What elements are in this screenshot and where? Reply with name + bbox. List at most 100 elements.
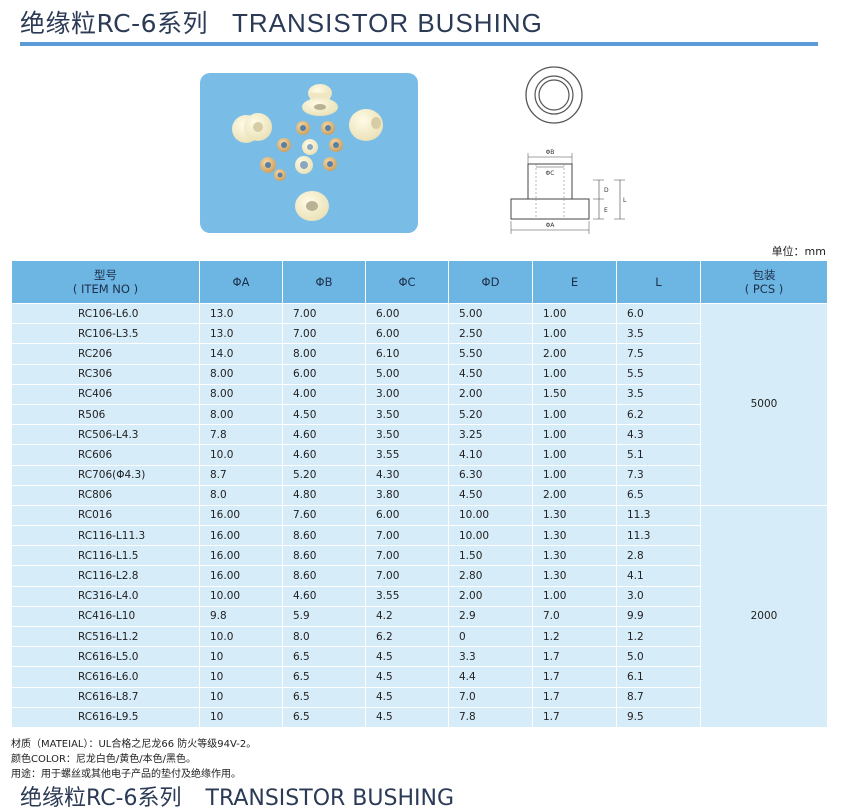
cell-value: 4.60 — [282, 424, 366, 446]
cell-value: 7.00 — [365, 525, 449, 547]
cell-value: 5.20 — [448, 403, 533, 426]
cell-value: 16.00 — [199, 565, 283, 587]
cell-value: 9.5 — [616, 706, 701, 728]
cell-value: 4.50 — [448, 484, 533, 506]
cell-value: 2.50 — [448, 323, 533, 345]
table-row: RC616-L6.0 10 6.5 4.5 4.4 1.7 6.1 — [11, 666, 828, 688]
table-row: RC606 10.0 4.60 3.55 4.10 1.00 5.1 — [11, 444, 828, 466]
header-phi-a: ΦA — [199, 260, 283, 304]
cell-value: 3.00 — [365, 383, 449, 405]
label-e: E — [604, 207, 608, 214]
cell-value: 4.60 — [282, 444, 366, 466]
cell-item-no: RC616-L8.7 — [11, 686, 200, 708]
cell-value: 4.10 — [448, 444, 533, 466]
cell-value: 1.7 — [532, 646, 617, 668]
label-l: L — [623, 197, 627, 204]
cell-value: 10.0 — [199, 625, 283, 648]
label-phi-b: ΦB — [546, 149, 555, 156]
cell-value: 1.7 — [532, 666, 617, 688]
cell-value: 1.30 — [532, 504, 617, 527]
cell-item-no: RC516-L1.2 — [11, 625, 200, 648]
cell-value: 3.0 — [616, 585, 701, 607]
cell-value: 8.0 — [282, 625, 366, 648]
note-color: 颜色COLOR：尼龙白色/黄色/本色/黑色。 — [11, 754, 196, 765]
cell-value: 4.5 — [365, 646, 449, 668]
table-row: RC616-L8.7 10 6.5 4.5 7.0 1.7 8.7 — [11, 686, 828, 708]
cell-value: 7.60 — [282, 504, 366, 527]
cell-value: 7.8 — [448, 706, 533, 728]
cell-value: 16.00 — [199, 545, 283, 567]
cell-value: 7.5 — [616, 343, 701, 365]
cell-value: 7.3 — [616, 464, 701, 486]
cell-value: 6.5 — [282, 686, 366, 708]
cell-value: 1.00 — [532, 302, 617, 325]
table-row: RC116-L11.3 16.00 8.60 7.00 10.00 1.30 11.3 — [11, 525, 828, 547]
cell-value: 6.00 — [282, 363, 366, 385]
cell-value: 8.7 — [616, 686, 701, 708]
table-row: RC306 8.00 6.00 5.00 4.50 1.00 5.5 — [11, 363, 828, 385]
cell-value: 10 — [199, 706, 283, 728]
cell-value: 3.55 — [365, 444, 449, 466]
cell-value: 6.5 — [616, 484, 701, 506]
cell-value: 4.5 — [365, 666, 449, 688]
cell-value: 13.0 — [199, 323, 283, 345]
table-row: RC016 16.00 7.60 6.00 10.00 1.30 11.3 2000 — [11, 504, 828, 728]
cell-value: 4.50 — [282, 403, 366, 426]
cell-value: 1.30 — [532, 565, 617, 587]
cell-value: 7.00 — [282, 302, 366, 325]
table-row: RC616-L5.0 10 6.5 4.5 3.3 1.7 5.0 — [11, 646, 828, 668]
cell-value: 8.60 — [282, 565, 366, 587]
cell-value: 1.00 — [532, 444, 617, 466]
bushing-dimension-drawing: ΦB ΦC ΦA D E L — [510, 66, 627, 234]
cell-value: 8.00 — [199, 363, 283, 385]
cell-value: 0 — [448, 625, 533, 648]
cell-value: 1.30 — [532, 545, 617, 567]
cell-item-no: RC606 — [11, 444, 200, 466]
cell-value: 6.00 — [365, 504, 449, 527]
label-phi-a: ΦA — [546, 222, 556, 229]
cell-value: 10.0 — [199, 444, 283, 466]
cell-value: 7.0 — [532, 605, 617, 628]
cell-item-no: RC616-L6.0 — [11, 666, 200, 688]
header-phi-c: ΦC — [365, 260, 449, 304]
cell-value: 5.20 — [282, 464, 366, 486]
cell-value: 8.00 — [199, 403, 283, 426]
cell-value: 11.3 — [616, 504, 701, 527]
header-item-no: 型号( ITEM NO ) — [11, 260, 200, 304]
cell-value: 8.7 — [199, 464, 283, 486]
cell-value: 8.0 — [199, 484, 283, 506]
cell-item-no: RC406 — [11, 383, 200, 405]
cell-value: 3.5 — [616, 383, 701, 405]
header-phi-b: ΦB — [282, 260, 366, 304]
cell-value: 5.00 — [365, 363, 449, 385]
cell-value: 1.00 — [532, 323, 617, 345]
cell-value: 2.8 — [616, 545, 701, 567]
header-phi-d: ΦD — [448, 260, 533, 304]
cell-value: 6.30 — [448, 464, 533, 486]
cell-value: 4.00 — [282, 383, 366, 405]
cell-value: 2.00 — [448, 383, 533, 405]
cell-value: 8.60 — [282, 545, 366, 567]
cell-value: 1.30 — [532, 525, 617, 547]
cell-item-no: RC116-L1.5 — [11, 545, 200, 567]
cell-value: 1.7 — [532, 706, 617, 728]
table-row: RC416-L10 9.8 5.9 4.2 2.9 7.0 9.9 — [11, 605, 828, 628]
bushing-photo-illustration — [232, 84, 383, 221]
title-en: TRANSISTOR BUSHING — [232, 8, 543, 38]
cell-value: 7.00 — [282, 323, 366, 345]
cell-value: 8.60 — [282, 525, 366, 547]
cell-value: 4.4 — [448, 666, 533, 688]
cell-item-no: RC616-L9.5 — [11, 706, 200, 728]
technical-drawing: ΦB ΦC ΦA D E L — [496, 64, 636, 242]
cell-value: 5.1 — [616, 444, 701, 466]
cell-value: 6.00 — [365, 323, 449, 345]
cell-pcs: 5000 — [700, 303, 828, 506]
cell-value: 5.0 — [616, 646, 701, 668]
cell-value: 3.50 — [365, 424, 449, 446]
cell-value: 5.5 — [616, 363, 701, 385]
cropped-title-repeat: 绝缘粒RC-6系列 TRANSISTOR BUSHING — [20, 786, 454, 811]
table-row: RC616-L9.5 10 6.5 4.5 7.8 1.7 9.5 — [11, 706, 828, 728]
cell-value: 1.50 — [448, 545, 533, 567]
cell-value: 10.00 — [448, 504, 533, 527]
cell-value: 9.8 — [199, 605, 283, 628]
